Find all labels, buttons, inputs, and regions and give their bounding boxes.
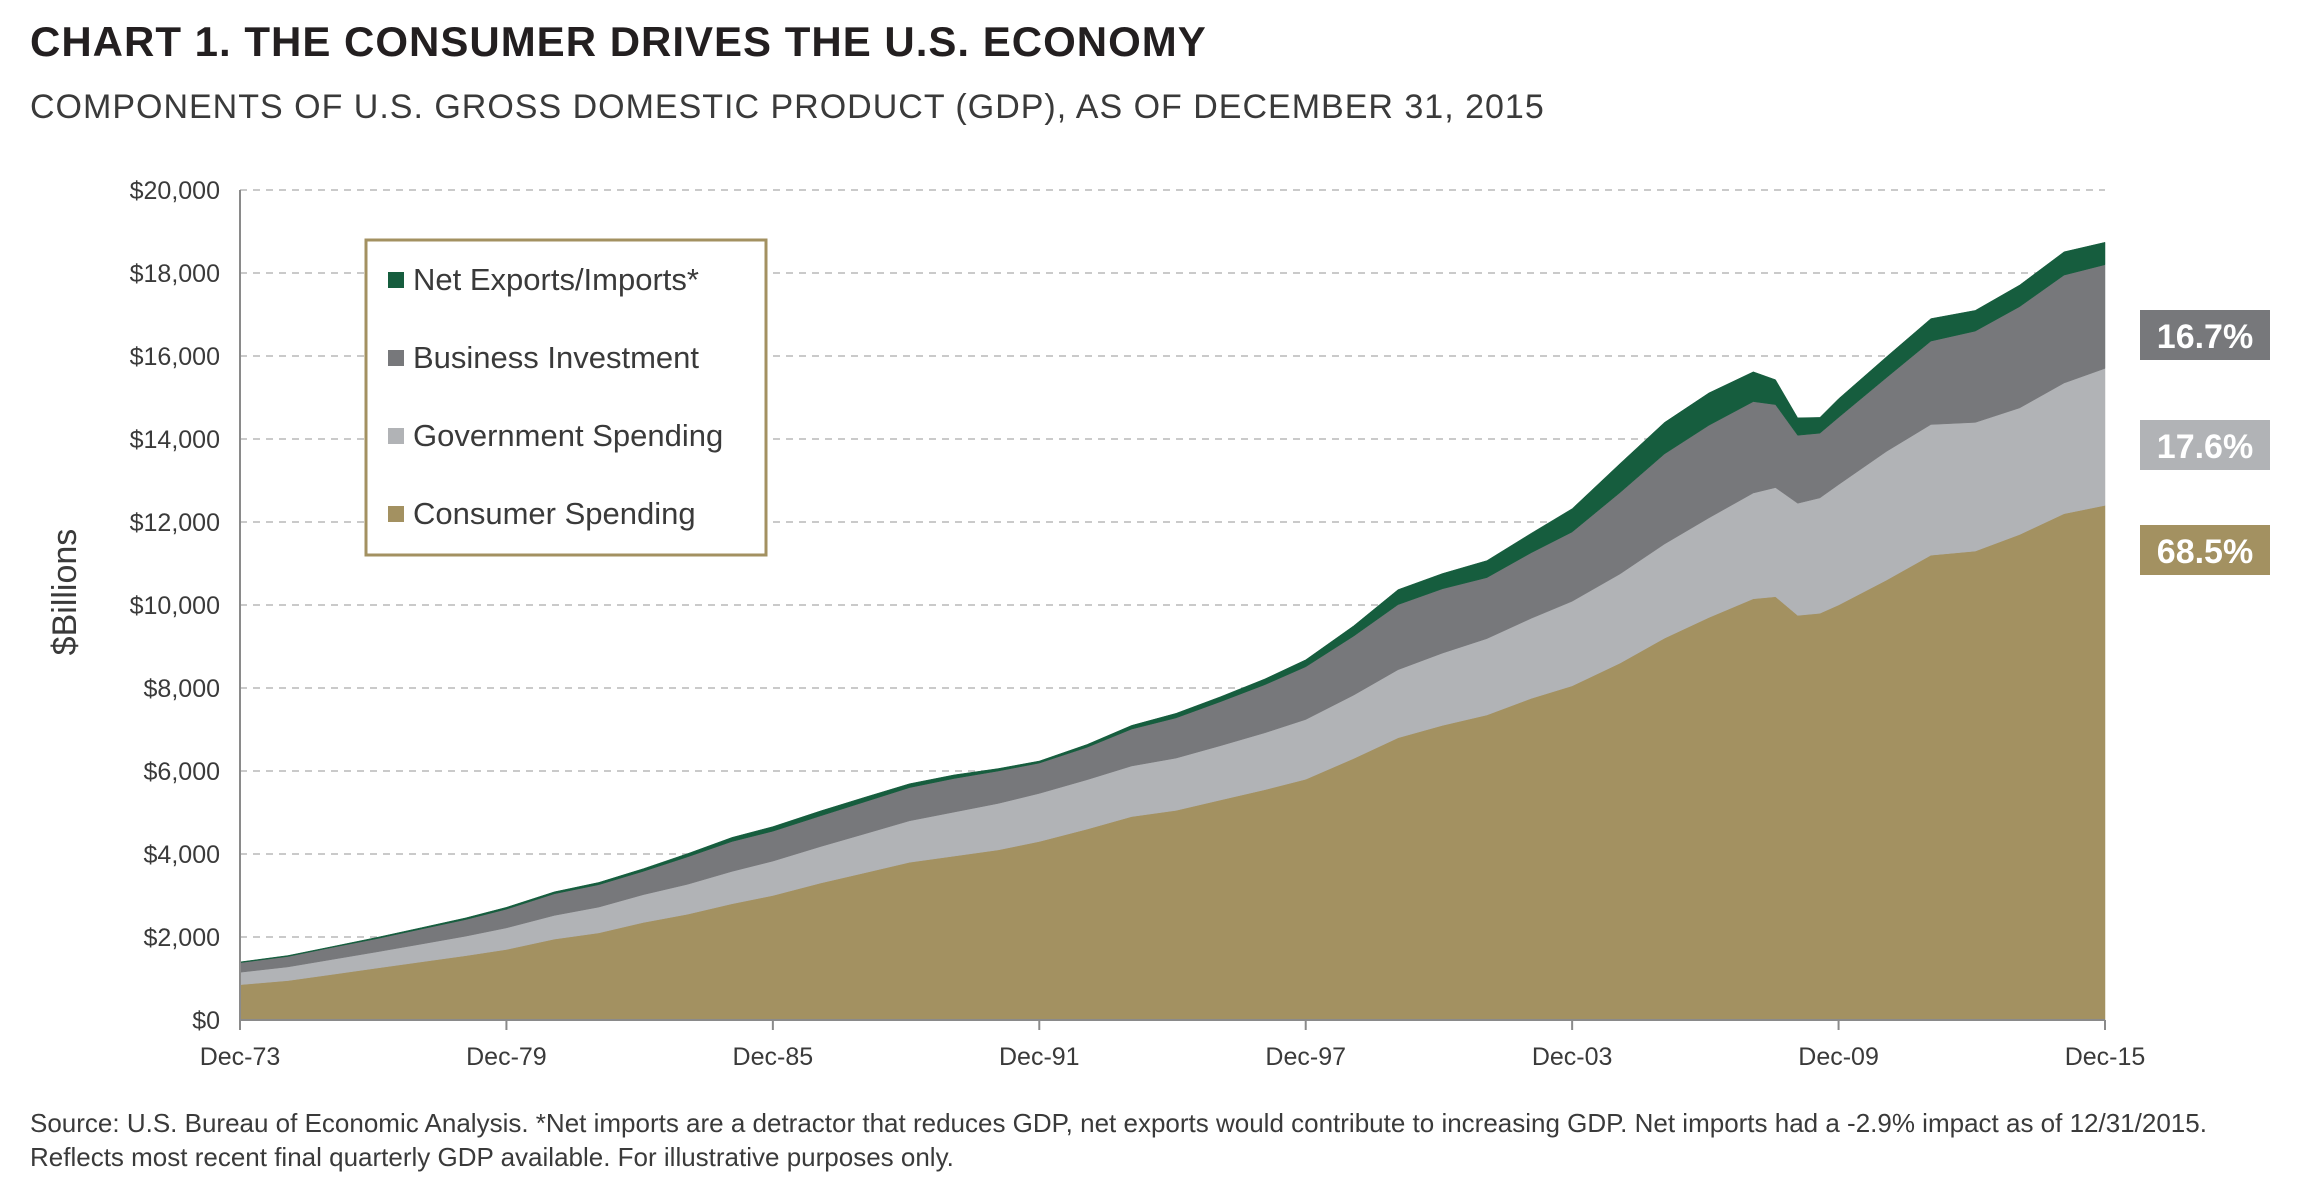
legend-label-net-exports: Net Exports/Imports* [413,262,699,297]
chart-subtitle: COMPONENTS OF U.S. GROSS DOMESTIC PRODUC… [30,88,1545,126]
x-tick-label: Dec-79 [466,1043,547,1071]
y-tick-label: $0 [192,1007,220,1035]
badge-government-spending [2140,420,2270,470]
x-tick-labels: Dec-73 Dec-79 Dec-85 Dec-91 Dec-97 Dec-03 Dec-… [200,1020,2146,1071]
y-tick-labels: $0 $2,000 $4,000 $6,000 $8,000 $10,000 $12,000… [130,177,220,1035]
y-tick-label: $4,000 [144,841,220,869]
badge-consumer-spending [2140,525,2270,575]
x-tick-label: Dec-73 [200,1043,281,1071]
y-tick-label: $12,000 [130,509,220,537]
y-tick-label: $6,000 [144,758,220,786]
x-tick-label: Dec-15 [2065,1043,2146,1071]
x-tick-label: Dec-85 [733,1043,814,1071]
badge-business-investment [2140,310,2270,360]
y-tick-label: $2,000 [144,924,220,952]
share-badges: 16.7% 17.6% 68.5% [2140,310,2270,575]
badge-business-investment-label: 16.7% [2157,318,2253,356]
x-tick-label: Dec-03 [1532,1043,1613,1071]
source-note: Source: U.S. Bureau of Economic Analysis… [30,1108,2207,1172]
axes [239,190,2105,1021]
badge-consumer-spending-label: 68.5% [2157,533,2253,571]
chart-title: CHART 1. THE CONSUMER DRIVES THE U.S. EC… [30,18,1207,65]
y-tick-label: $10,000 [130,592,220,620]
x-tick-label: Dec-97 [1265,1043,1346,1071]
badge-government-spending-label: 17.6% [2157,428,2253,466]
legend-box [364,238,768,557]
y-axis-label: $Billions [46,529,84,656]
y-tick-label: $18,000 [130,260,220,288]
x-tick-label: Dec-91 [999,1043,1080,1071]
legend: Net Exports/Imports* Business Investment… [364,238,768,557]
legend-swatch-government-spending [388,428,404,444]
legend-label-business-investment: Business Investment [413,340,699,375]
y-tick-label: $8,000 [144,675,220,703]
legend-swatch-business-investment [388,350,404,366]
stacked-areas [239,241,2106,1021]
y-tick-label: $14,000 [130,426,220,454]
legend-swatch-net-exports [388,272,404,288]
legend-swatch-consumer-spending [388,506,404,522]
legend-label-government-spending: Government Spending [413,418,723,453]
area-net-exports-imports [239,241,2106,963]
y-tick-label: $16,000 [130,343,220,371]
y-tick-label: $20,000 [130,177,220,205]
legend-label-consumer-spending: Consumer Spending [413,496,696,531]
x-tick-label: Dec-09 [1798,1043,1879,1071]
